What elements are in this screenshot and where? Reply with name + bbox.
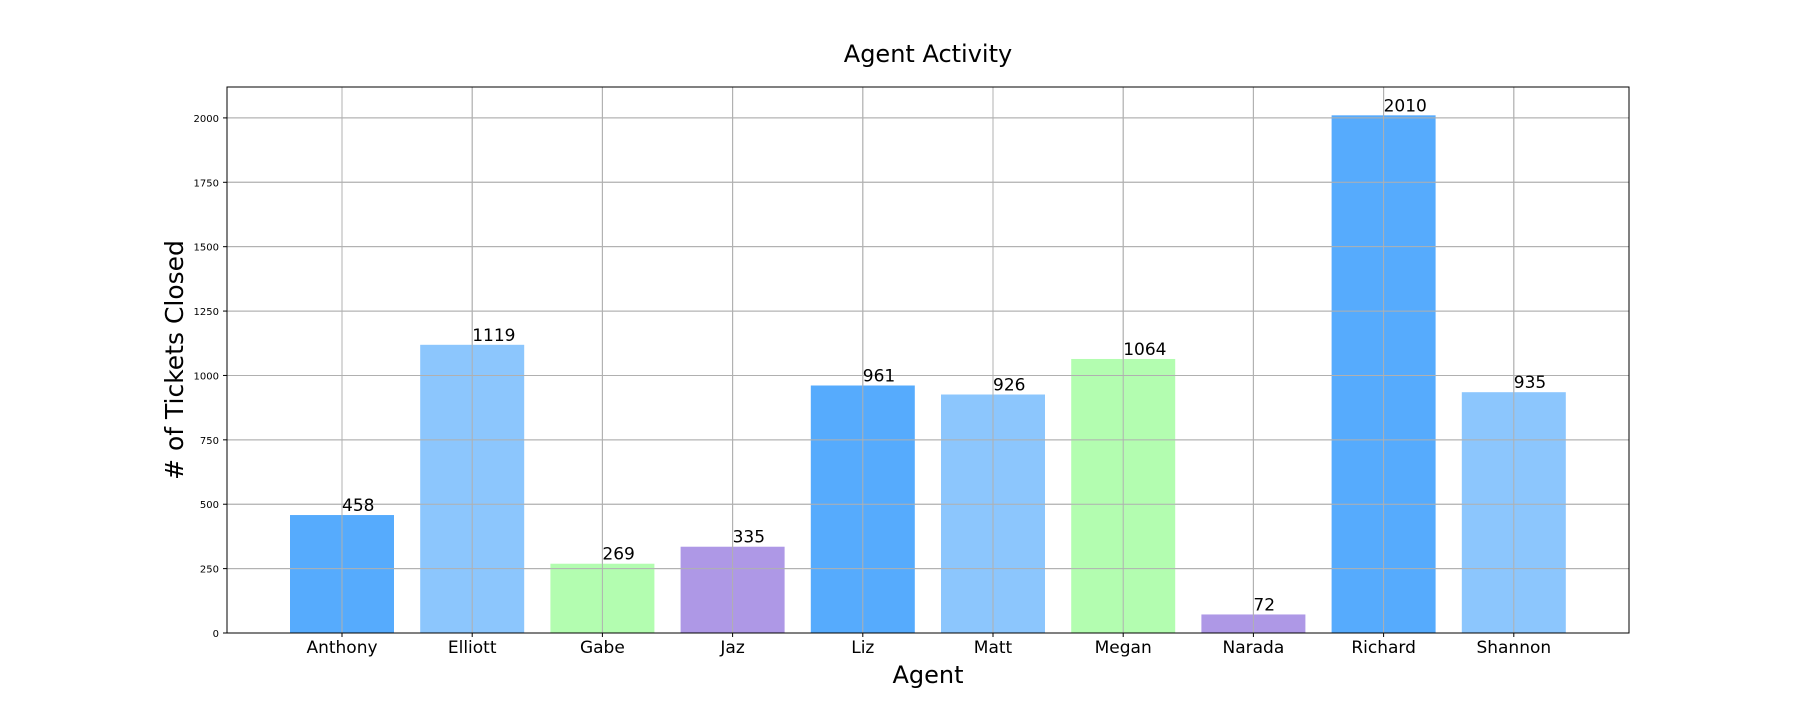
y-axis-ticks: 0 250 500 750 1000 1250 1500 1750 2000: [194, 114, 227, 640]
y-tick-label: 250: [200, 565, 219, 576]
bar-value-label: 2010: [1384, 96, 1427, 116]
x-tick-label: Shannon: [1476, 638, 1551, 658]
bar-value-labels: 458 1119 269 335 961 926 1064 72 2010 935: [342, 96, 1546, 615]
x-tick-label: Elliott: [448, 638, 497, 658]
x-tick-label: Matt: [974, 638, 1013, 658]
y-tick-label: 500: [200, 500, 219, 511]
bar-value-label: 935: [1514, 373, 1546, 393]
bar-value-label: 72: [1253, 595, 1275, 615]
x-tick-label: Richard: [1351, 638, 1416, 658]
x-axis-ticks: Anthony Elliott Gabe Jaz Liz Matt Megan Narada R…: [306, 633, 1551, 658]
x-tick-label: Gabe: [580, 638, 625, 658]
x-axis-title: Agent: [892, 661, 963, 689]
y-tick-label: 1000: [194, 371, 219, 382]
bar-value-label: 458: [342, 496, 374, 516]
plot-area-frame: [226, 86, 1630, 634]
x-tick-label: Megan: [1095, 638, 1152, 658]
x-tick-label: Liz: [851, 638, 874, 658]
bar-value-label: 961: [863, 366, 895, 386]
chart-title: Agent Activity: [844, 40, 1012, 68]
y-tick-label: 1750: [194, 178, 219, 189]
bar-value-label: 926: [993, 376, 1025, 396]
y-axis-title: # of Tickets Closed: [160, 240, 189, 480]
y-tick-label: 2000: [194, 114, 219, 125]
bar-value-label: 335: [733, 528, 765, 548]
bar-value-label: 269: [602, 545, 634, 565]
bar-value-label: 1119: [472, 326, 515, 346]
y-tick-label: 1250: [194, 307, 219, 318]
y-tick-label: 0: [213, 629, 219, 640]
x-tick-label: Jaz: [719, 638, 744, 658]
bar-value-label: 1064: [1123, 340, 1166, 360]
y-tick-label: 750: [200, 436, 219, 447]
x-tick-label: Anthony: [306, 638, 377, 658]
y-tick-label: 1500: [194, 243, 219, 254]
x-tick-label: Narada: [1223, 638, 1285, 658]
